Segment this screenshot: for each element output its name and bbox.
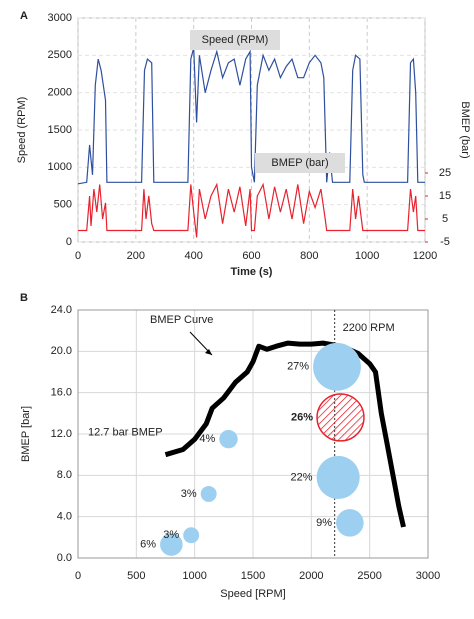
y2-tick-label: -5: [440, 236, 450, 248]
legend-label: BMEP (bar): [271, 157, 328, 169]
arrow-head: [205, 349, 212, 355]
curve-label: BMEP Curve: [150, 314, 213, 326]
y-tick-label: 500: [54, 199, 72, 211]
panel-label: B: [20, 292, 28, 304]
series-line: [77, 47, 425, 185]
bubble: [200, 485, 217, 502]
curve: [164, 340, 406, 528]
x-tick-label: 0: [75, 570, 81, 582]
y2-tick-label: 15: [439, 190, 451, 202]
bubble-label: 6%: [140, 538, 156, 550]
bubble-label: 4%: [199, 433, 215, 445]
plot-area: [77, 309, 429, 559]
bubble: [160, 533, 183, 556]
y2-tick-label: 5: [442, 213, 448, 225]
bubble: [316, 393, 365, 442]
x-tick-label: 1000: [182, 570, 206, 582]
legend-box: [190, 30, 280, 50]
x-tick-label: 800: [300, 250, 318, 262]
bubble: [313, 342, 361, 391]
y-tick-label: 20.0: [51, 345, 72, 357]
y-axis-label: Speed (RPM): [16, 97, 28, 164]
x-tick-label: 600: [242, 250, 260, 262]
bubble: [183, 527, 200, 544]
x-tick-label: 1500: [241, 570, 265, 582]
bubble-label: 27%: [287, 361, 309, 373]
panel-label: A: [20, 10, 28, 22]
legend-label: Speed (RPM): [202, 34, 269, 46]
y2-tick-label: 25: [439, 167, 451, 179]
bubble: [316, 455, 360, 499]
x-tick-label: 500: [127, 570, 145, 582]
bubble-label: 26%: [291, 411, 313, 423]
y-tick-label: 1000: [48, 161, 72, 173]
x-tick-label: 200: [127, 250, 145, 262]
x-tick-label: 1200: [413, 250, 437, 262]
reference-label: 2200 RPM: [343, 322, 395, 334]
y2-axis-label: BMEP (bar): [459, 101, 471, 158]
y-axis-label: BMEP [bar]: [20, 406, 32, 462]
x-axis-label: Speed [RPM]: [220, 588, 285, 600]
x-tick-label: 0: [75, 250, 81, 262]
y-tick-label: 3000: [48, 12, 72, 24]
bubble-label: 22%: [291, 471, 313, 483]
bubble-label: 9%: [316, 517, 332, 529]
y-tick-label: 16.0: [51, 387, 72, 399]
x-axis-label: Time (s): [231, 266, 273, 278]
y-tick-label: 4.0: [57, 511, 72, 523]
y-tick-label: 0.0: [57, 552, 72, 564]
bubble: [336, 509, 364, 537]
y-tick-label: 12.0: [51, 428, 72, 440]
bubble-label: 3%: [181, 488, 197, 500]
x-tick-label: 1000: [355, 250, 379, 262]
series-line: [78, 182, 425, 238]
legend-box: [255, 153, 345, 173]
y-tick-label: 8.0: [57, 469, 72, 481]
x-tick-label: 2000: [299, 570, 323, 582]
x-tick-label: 2500: [357, 570, 381, 582]
y-tick-label: 1500: [48, 124, 72, 136]
y-tick-label: 2000: [48, 87, 72, 99]
x-tick-label: 400: [184, 250, 202, 262]
bubble-label: 3%: [163, 529, 179, 541]
x-tick-label: 3000: [416, 570, 440, 582]
annotation: 12.7 bar BMEP: [88, 427, 163, 439]
bubble: [219, 429, 238, 449]
y-tick-label: 2500: [48, 49, 72, 61]
y-tick-label: 24.0: [51, 304, 72, 316]
y-tick-label: 0: [66, 236, 72, 248]
